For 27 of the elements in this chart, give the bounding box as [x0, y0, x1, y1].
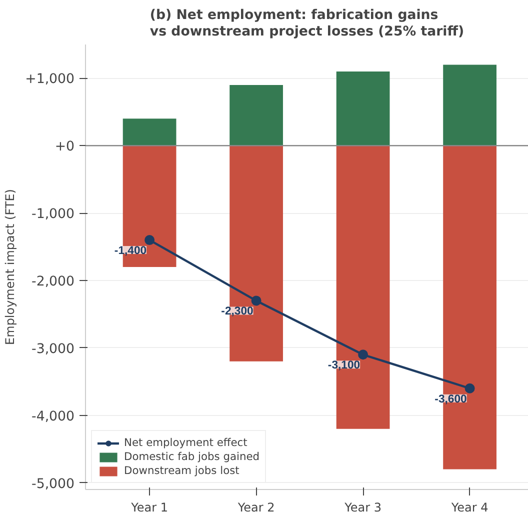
- point: [251, 296, 262, 306]
- point: [358, 350, 368, 360]
- data-label: -3,100: [328, 360, 360, 372]
- y-tick-label: -2,000: [32, 274, 75, 290]
- x-tick-label: Year 3: [344, 500, 382, 514]
- x-tick-label: Year 4: [450, 500, 488, 514]
- y-tick-label: -5,000: [32, 476, 75, 492]
- y-tick-label: -4,000: [32, 409, 75, 424]
- chart-title: (b) Net employment: fabrication gains vs downstream project losses (25% tariff): [150, 8, 464, 40]
- y-tick-label: -1,000: [32, 207, 75, 222]
- legend-label: Net employment effect: [124, 436, 248, 449]
- x-tick-label: Year 2: [236, 500, 275, 514]
- point: [144, 235, 155, 246]
- data-label: -3,600: [434, 393, 467, 406]
- bar: [122, 118, 176, 146]
- bar: [443, 64, 496, 146]
- x-tick-label: Year 1: [130, 500, 168, 514]
- y-tick-label: -3,000: [32, 342, 75, 357]
- y-tick-label: +0: [54, 140, 75, 155]
- y-tick-label: +1,000: [25, 72, 75, 88]
- legend-label: Domestic fab jobs gained: [124, 450, 260, 463]
- point: [464, 383, 475, 394]
- data-label: -2,300: [221, 306, 254, 318]
- bar: [336, 71, 390, 146]
- bar: [230, 84, 283, 146]
- y-axis-title: Employment impact (FTE): [3, 189, 18, 345]
- legend-label: Downstream jobs lost: [124, 464, 240, 477]
